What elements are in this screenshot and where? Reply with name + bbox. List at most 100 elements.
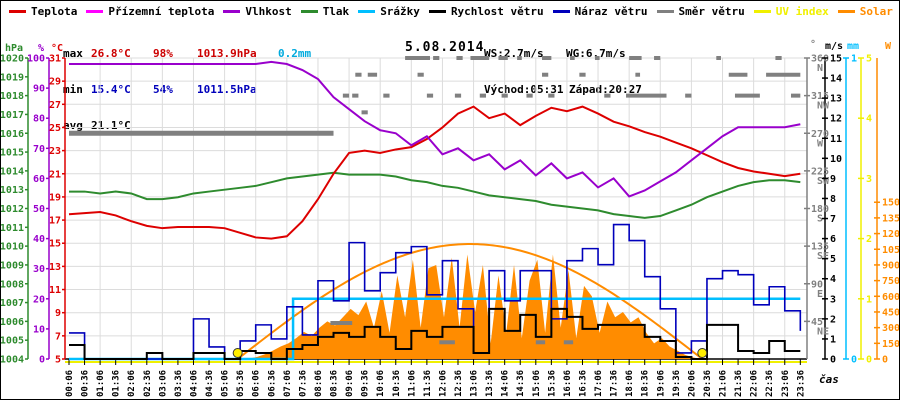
stats-avg-row: avg 21.1°C: [63, 120, 311, 132]
time-tick-label: 19:06: [656, 370, 666, 397]
time-tick-label: 01:36: [112, 370, 122, 397]
direction-cardinal-label: SW: [817, 176, 830, 187]
solar-tick-label: 750: [882, 276, 899, 287]
pressure-tick-label: 1013: [1, 185, 24, 196]
rain-tick-label: 1: [851, 54, 857, 65]
direction-tick-label: 360: [811, 54, 829, 65]
windspeed-tick-label: 1: [830, 334, 836, 345]
legend-item: Náraz větru: [552, 5, 648, 18]
direction-tick-label: 90: [811, 279, 823, 290]
direction-tick-label: 225: [811, 166, 829, 177]
direction-tick-label: 315: [811, 91, 829, 102]
pressure-tick-label: 1012: [1, 204, 24, 215]
solar-axis-header: W: [885, 41, 892, 52]
max-humidity: 98%: [153, 47, 173, 60]
uv-tick-label: 5: [866, 54, 872, 65]
time-tick-label: 06:36: [267, 370, 277, 397]
time-tick-label: 23:06: [781, 370, 791, 397]
humidity-axis-header: %: [38, 43, 44, 54]
x-axis-title: čas: [819, 373, 839, 386]
legend-swatch-pressure: [300, 10, 318, 13]
temperature-tick-label: 29: [49, 77, 61, 88]
time-tick-label: 03:06: [158, 370, 168, 397]
humidity-line: [69, 60, 801, 198]
time-tick-label: 07:06: [283, 370, 293, 397]
temperature-tick-label: 23: [49, 146, 61, 157]
time-tick-label: 11:06: [407, 370, 417, 397]
solar-tick-label: 0: [882, 355, 888, 366]
max-label: max: [63, 47, 83, 60]
windspeed-tick-label: 7: [830, 214, 836, 225]
chart-date: 5.08.2014: [405, 40, 485, 55]
sunrise-time: Východ:05:31: [484, 83, 564, 96]
time-tick-label: 05:36: [236, 370, 246, 397]
pressure-tick-label: 1015: [1, 148, 24, 159]
humidity-tick-label: 10: [33, 324, 45, 335]
direction-cardinal-label: W: [817, 138, 824, 149]
legend-label: Rychlost větru: [450, 5, 544, 18]
windspeed-tick-label: 12: [830, 114, 842, 125]
time-tick-label: 10:06: [376, 370, 386, 397]
stats-min-row: min 15.4°C 54% 1011.5hPa: [63, 84, 311, 96]
uv-tick-label: 1: [866, 294, 872, 305]
temperature-tick-label: 21: [49, 169, 61, 180]
time-tick-label: 04:06: [189, 370, 199, 397]
humidity-tick-label: 90: [33, 84, 45, 95]
time-tick-label: 12:36: [454, 370, 464, 397]
direction-tick-label: 270: [811, 129, 829, 140]
legend-swatch-uv: [753, 10, 771, 13]
legend-item: Vlhkost: [223, 5, 292, 18]
time-tick-label: 18:36: [641, 370, 651, 397]
avg-temperature: 21.1°C: [91, 119, 131, 132]
solar-area: [249, 254, 701, 359]
time-tick-label: 09:06: [345, 370, 355, 397]
windspeed-tick-label: 10: [830, 154, 842, 165]
time-tick-label: 23:36: [796, 370, 806, 397]
legend-item: UV index: [753, 5, 829, 18]
sunset-time: Západ:20:27: [569, 83, 642, 96]
legend-label: Přízemní teplota: [108, 5, 215, 18]
legend: Teplota Přízemní teplota Vlhkost Tlak Srážky…: [9, 5, 893, 18]
pressure-tick-label: 1008: [1, 279, 24, 290]
legend-item: Teplota: [9, 5, 77, 18]
legend-label: Náraz větru: [574, 5, 648, 18]
temperature-tick-label: 13: [49, 262, 61, 273]
time-tick-label: 06:06: [252, 370, 262, 397]
legend-item: Tlak: [300, 5, 349, 18]
time-tick-label: 21:06: [719, 370, 729, 397]
temperature-tick-label: 7: [55, 331, 61, 342]
pressure-line: [69, 171, 801, 219]
direction-tick-label: 45: [811, 317, 823, 328]
uv-tick-label: 2: [866, 234, 872, 245]
uv-tick-label: 4: [866, 114, 872, 125]
wind-gust-max: WG:6.7m/s: [566, 47, 626, 60]
legend-item: Solar: [837, 5, 893, 18]
time-tick-label: 08:36: [330, 370, 340, 397]
temperature-tick-label: 31: [49, 54, 61, 65]
rain-axis-header: mm: [847, 41, 859, 52]
min-humidity: 54%: [153, 83, 173, 96]
humidity-tick-label: 50: [33, 204, 45, 215]
legend-label: Vlhkost: [245, 5, 292, 18]
time-tick-label: 15:36: [547, 370, 557, 397]
time-tick-label: 01:06: [96, 370, 106, 397]
legend-item: Směr větru: [656, 5, 745, 18]
direction-cardinal-label: NE: [817, 326, 829, 337]
windspeed-tick-label: 5: [830, 254, 836, 265]
windspeed-tick-label: 9: [830, 174, 836, 185]
pressure-tick-label: 1010: [1, 242, 24, 253]
legend-swatch-rain: [358, 10, 376, 13]
time-tick-label: 17:36: [610, 370, 620, 397]
windspeed-tick-label: 14: [830, 74, 842, 85]
solar-tick-label: 1050: [882, 245, 899, 256]
legend-swatch-humidity: [223, 10, 241, 13]
temperature-tick-label: 15: [49, 239, 61, 250]
humidity-tick-label: 60: [33, 174, 45, 185]
legend-swatch-temp: [9, 10, 26, 13]
legend-swatch-solar: [837, 10, 855, 13]
humidity-tick-label: 70: [33, 144, 45, 155]
rain-tick-label: 0: [851, 355, 857, 366]
min-pressure: 1011.5hPa: [197, 83, 257, 96]
